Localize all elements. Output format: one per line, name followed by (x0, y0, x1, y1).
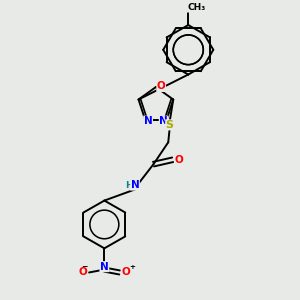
Text: +: + (129, 264, 135, 270)
Text: O: O (157, 82, 166, 92)
Text: N: N (130, 180, 139, 190)
Text: N: N (144, 116, 152, 126)
Text: −: − (81, 262, 88, 271)
Text: H: H (125, 181, 132, 190)
Text: S: S (166, 120, 174, 130)
Text: O: O (121, 268, 130, 278)
Text: N: N (159, 116, 168, 126)
Text: CH₃: CH₃ (187, 3, 206, 12)
Text: N: N (100, 262, 109, 272)
Text: O: O (175, 155, 184, 165)
Text: O: O (79, 268, 88, 278)
